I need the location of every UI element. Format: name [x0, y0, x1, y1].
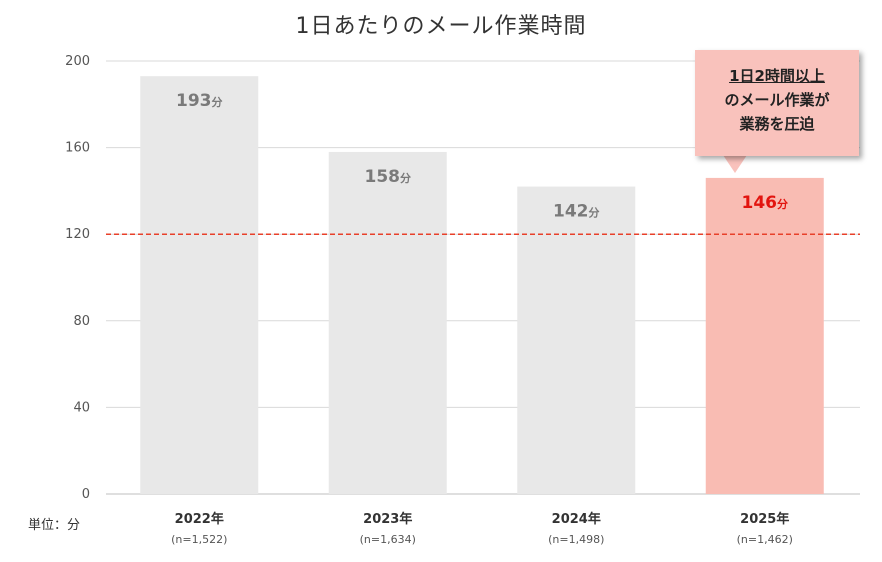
bar: [705, 177, 824, 494]
callout-highlight: 1日2時間以上: [729, 67, 825, 85]
y-tick-label: 80: [73, 314, 90, 329]
chart-title: 1日あたりのメール作業時間: [295, 14, 587, 39]
x-category-label: 2024年: [552, 511, 601, 527]
sample-size-label: (n=1,498): [548, 533, 604, 546]
y-tick-label: 200: [65, 54, 90, 69]
sample-size-label: (n=1,462): [737, 533, 793, 546]
y-tick-label: 160: [65, 141, 90, 156]
bar-value-label: 193分: [176, 91, 223, 111]
y-tick-label: 120: [65, 227, 90, 242]
unit-note: 単位：分: [28, 518, 81, 533]
callout-box: 1日2時間以上 のメール作業が 業務を圧迫: [695, 50, 859, 156]
bar: [517, 186, 636, 494]
y-tick-label: 40: [73, 400, 90, 415]
callout-line-2: のメール作業が: [724, 91, 830, 109]
callout-line-3: 業務を圧迫: [739, 115, 815, 133]
sample-size-label: (n=1,634): [360, 533, 416, 546]
callout-tail: [723, 155, 747, 173]
x-category-label: 2023年: [363, 511, 412, 527]
bar: [140, 76, 259, 494]
bar-value-label: 158分: [365, 167, 412, 187]
y-tick-label: 0: [82, 487, 90, 502]
sample-size-label: (n=1,522): [171, 533, 227, 546]
bar: [328, 151, 447, 494]
x-category-label: 2022年: [175, 511, 224, 527]
x-category-label: 2025年: [740, 511, 789, 527]
bar-value-label: 142分: [553, 202, 600, 222]
bar-value-label: 146分: [742, 193, 789, 213]
